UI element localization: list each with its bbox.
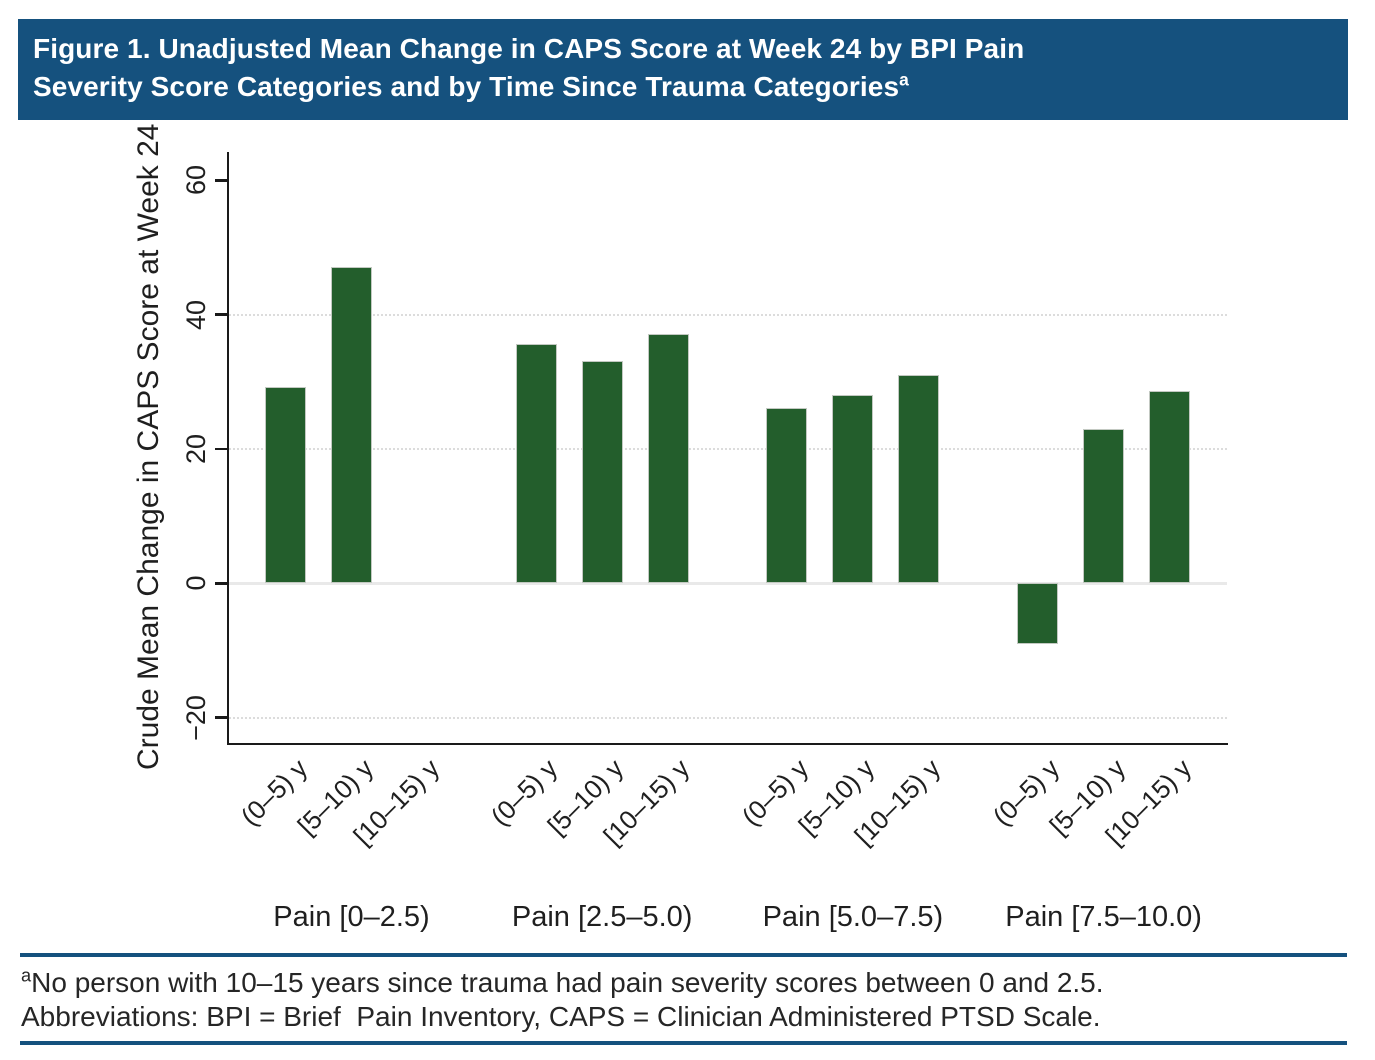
x-group-label: Pain [7.5–10.0) [1005, 901, 1202, 933]
x-group-label: Pain [2.5–5.0) [511, 901, 693, 933]
gridline--20 [228, 716, 1227, 719]
y-tick [214, 582, 227, 585]
y-tick-label: −20 [181, 694, 211, 741]
x-group-label: Pain [5.0–7.5) [762, 901, 944, 933]
zero-gridline [228, 581, 1227, 585]
bar [581, 360, 623, 584]
footnote-line2: Abbreviations: BPI = Brief Pain Inventor… [21, 1001, 1101, 1032]
footnote-line1: aNo person with 10–15 years since trauma… [21, 966, 1351, 1000]
footnote-block: aNo person with 10–15 years since trauma… [21, 966, 1351, 1034]
bar [265, 386, 306, 584]
y-tick [214, 716, 227, 719]
figure-title-line1: Figure 1. Unadjusted Mean Change in CAPS… [33, 33, 1025, 64]
bar [1083, 429, 1125, 584]
title-superscript: a [899, 69, 909, 90]
bar [832, 395, 874, 584]
bar [515, 343, 557, 584]
bar-chart-plot-area: Crude Mean Change in CAPS Score at Week … [132, 123, 1228, 933]
figure-title-line2: Severity Score Categories and by Time Si… [33, 68, 1332, 106]
y-axis-line [226, 152, 229, 745]
bar [766, 407, 808, 584]
gridline-40 [228, 313, 1227, 316]
y-tick [214, 179, 227, 182]
y-tick-label: 20 [181, 433, 211, 464]
footnote-line1-text: No person with 10–15 years since trauma … [31, 967, 1104, 998]
y-axis-title: Crude Mean Change in CAPS Score at Week … [132, 123, 165, 770]
y-tick-label: 0 [181, 575, 211, 591]
y-tick [214, 313, 227, 316]
bar [647, 334, 689, 584]
gridline-20 [228, 447, 1227, 450]
bar [1017, 583, 1059, 644]
bar [898, 375, 940, 584]
footnote-bottom-rule [20, 1041, 1347, 1045]
figure-title-line2-text: Severity Score Categories and by Time Si… [33, 71, 900, 102]
figure-title-bar: Figure 1. Unadjusted Mean Change in CAPS… [18, 19, 1348, 120]
x-axis-line [226, 742, 1228, 745]
y-tick-label: 60 [181, 165, 211, 196]
footnote-top-rule [20, 953, 1347, 957]
footnote-superscript: a [21, 965, 32, 986]
bar [1149, 390, 1191, 584]
y-tick [214, 447, 227, 451]
bar [331, 266, 372, 584]
x-group-label: Pain [0–2.5) [273, 901, 430, 933]
y-tick-label: 40 [181, 299, 211, 330]
